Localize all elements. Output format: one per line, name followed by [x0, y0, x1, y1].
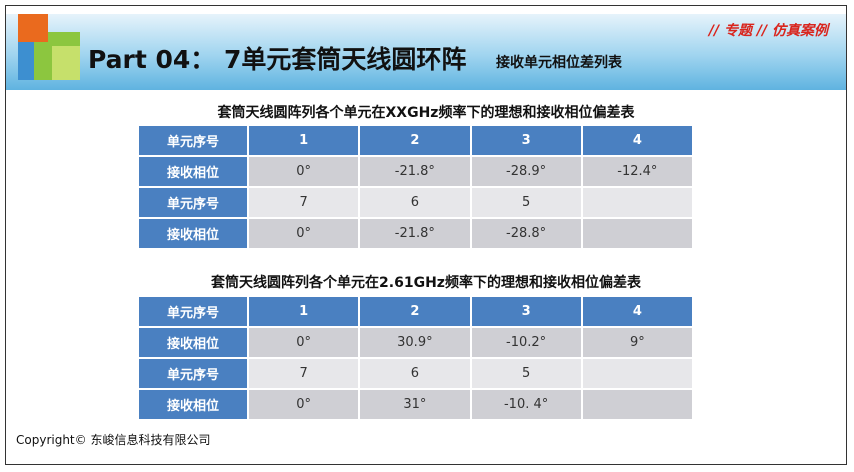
- table-cell: 0°: [246, 326, 361, 359]
- logo: [12, 6, 92, 84]
- table-cell: 2: [358, 124, 472, 157]
- table-row: 单元序号 1 2 3 4: [137, 124, 695, 157]
- row-label: 接收相位: [137, 326, 249, 359]
- table-row: 单元序号 1 2 3 4: [137, 295, 695, 328]
- table-cell: 4: [580, 124, 695, 157]
- table-cell: 4: [580, 295, 695, 328]
- table-cell: 5: [469, 357, 583, 390]
- table-cell: 5: [469, 186, 583, 219]
- table-cell: [580, 388, 695, 421]
- row-label: 单元序号: [137, 357, 249, 390]
- table-1-title: 套筒天线圆阵列各个单元在XXGHz频率下的理想和接收相位偏差表: [217, 105, 635, 121]
- table-cell: 0°: [246, 217, 361, 250]
- table-cell: -21.8°: [358, 155, 472, 188]
- row-label: 接收相位: [137, 388, 249, 421]
- row-label: 接收相位: [137, 217, 249, 250]
- logo-lime-block: [52, 46, 80, 80]
- page-subtitle: 接收单元相位差列表: [496, 55, 622, 71]
- page-title: Part 04： 7单元套筒天线圆环阵: [88, 45, 467, 74]
- table-row: 单元序号 7 6 5: [137, 357, 695, 390]
- table-cell: 0°: [246, 155, 361, 188]
- table-cell: 3: [469, 124, 583, 157]
- phase-table-1: 单元序号 1 2 3 4 接收相位 0° -21.8° -28.9° -12.4…: [137, 124, 695, 250]
- table-cell: -28.8°: [469, 217, 583, 250]
- table-cell: 30.9°: [358, 326, 472, 359]
- table-row: 接收相位 0° -21.8° -28.8°: [137, 217, 695, 250]
- table-row: 接收相位 0° -21.8° -28.9° -12.4°: [137, 155, 695, 188]
- table-cell: [580, 357, 695, 390]
- row-label: 单元序号: [137, 124, 249, 157]
- table-cell: 7: [246, 357, 361, 390]
- table-row: 单元序号 7 6 5: [137, 186, 695, 219]
- table-cell: 9°: [580, 326, 695, 359]
- table-cell: 31°: [358, 388, 472, 421]
- table-cell: [580, 186, 695, 219]
- table-row: 接收相位 0° 31° -10. 4°: [137, 388, 695, 421]
- copyright-text: Copyright© 东峻信息科技有限公司: [16, 433, 211, 447]
- table-cell: -28.9°: [469, 155, 583, 188]
- table-cell: 6: [358, 186, 472, 219]
- phase-table-2: 单元序号 1 2 3 4 接收相位 0° 30.9° -10.2° 9° 单元序…: [137, 295, 695, 421]
- logo-blue-block: [18, 42, 34, 80]
- table-cell: 1: [246, 295, 361, 328]
- table-cell: 7: [246, 186, 361, 219]
- table-cell: -12.4°: [580, 155, 695, 188]
- table-cell: 1: [246, 124, 361, 157]
- row-label: 接收相位: [137, 155, 249, 188]
- table-2-title: 套筒天线圆阵列各个单元在2.61GHz频率下的理想和接收相位偏差表: [211, 275, 641, 291]
- table-cell: -10. 4°: [469, 388, 583, 421]
- table-cell: 2: [358, 295, 472, 328]
- table-cell: -10.2°: [469, 326, 583, 359]
- header-band: [6, 14, 846, 90]
- topic-tag: // 专题 // 仿真案例: [708, 23, 828, 39]
- row-label: 单元序号: [137, 295, 249, 328]
- table-cell: 6: [358, 357, 472, 390]
- table-row: 接收相位 0° 30.9° -10.2° 9°: [137, 326, 695, 359]
- table-cell: [580, 217, 695, 250]
- table-cell: 3: [469, 295, 583, 328]
- table-cell: -21.8°: [358, 217, 472, 250]
- slide: Part 04： 7单元套筒天线圆环阵 接收单元相位差列表 // 专题 // 仿…: [5, 5, 847, 465]
- logo-orange-block: [18, 14, 48, 42]
- table-cell: 0°: [246, 388, 361, 421]
- row-label: 单元序号: [137, 186, 249, 219]
